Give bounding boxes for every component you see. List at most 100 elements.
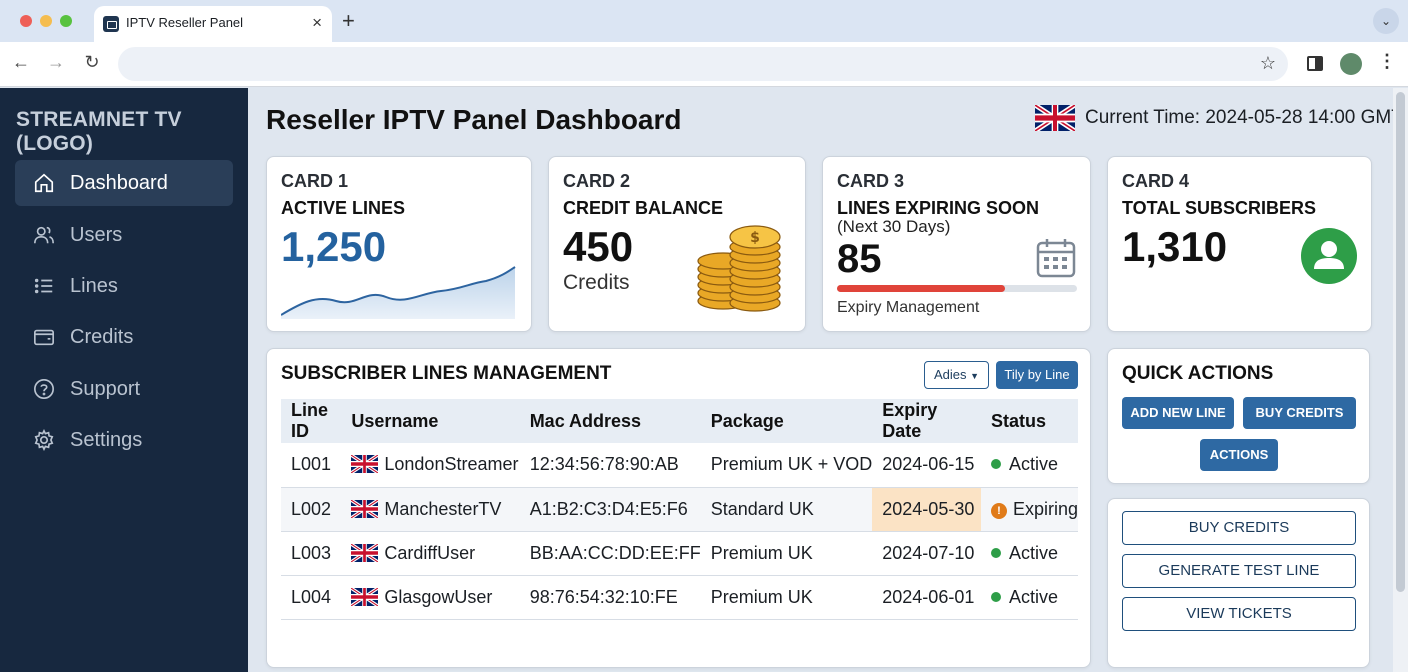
sidebar-item-support[interactable]: Support (15, 366, 233, 412)
filter-by-line-button[interactable]: Tily by Line (996, 361, 1078, 389)
profile-avatar[interactable] (1340, 53, 1362, 75)
filter-dropdown[interactable]: Adies ▼ (924, 361, 989, 389)
table-row[interactable]: L004 GlasgowUser 98:76:54:32:10:FE Premi… (281, 575, 1078, 620)
active-lines-value: 1,250 (281, 223, 387, 270)
page-scrollbar[interactable] (1393, 88, 1408, 672)
package: Premium UK (700, 531, 873, 576)
quick-actions-panel: QUICK ACTIONS ADD NEW LINE BUY CREDITS A… (1107, 348, 1370, 484)
sidebar-item-credits[interactable]: Credits (15, 314, 233, 360)
table-row[interactable]: L001 LondonStreamer 12:34:56:78:90:AB Pr… (281, 443, 1078, 488)
table-row[interactable]: L003 CardiffUser BB:AA:CC:DD:EE:FF Premi… (281, 531, 1078, 576)
column-header[interactable]: Line ID (281, 399, 342, 443)
new-tab-icon[interactable]: + (342, 8, 355, 33)
expiring-lines-value: 85 (837, 237, 882, 281)
card-title: LINES EXPIRING SOON (837, 198, 1040, 218)
view-tickets-button[interactable]: VIEW TICKETS (1122, 597, 1356, 631)
card-expiring-soon: CARD 3 LINES EXPIRING SOON (Next 30 Days… (822, 156, 1091, 332)
tab-title: IPTV Reseller Panel (126, 15, 244, 30)
secondary-actions-panel: BUY CREDITS GENERATE TEST LINE VIEW TICK… (1107, 498, 1370, 668)
side-panel-icon[interactable] (1307, 56, 1323, 71)
sidebar-item-label: Dashboard (70, 172, 168, 194)
uk-flag-icon (351, 455, 379, 474)
username: ManchesterTV (384, 498, 502, 519)
table-row[interactable]: L002 ManchesterTV A1:B2:C3:D4:E5:F6 Stan… (281, 487, 1078, 532)
scrollbar-thumb[interactable] (1396, 92, 1405, 592)
current-time: Current Time: 2024-05-28 14:00 GMT (1085, 107, 1403, 128)
coins-icon: $ (697, 225, 781, 312)
mac-address: A1:B2:C3:D4:E5:F6 (519, 487, 701, 532)
generate-test-line-button[interactable]: GENERATE TEST LINE (1122, 554, 1356, 588)
column-header[interactable]: Username (341, 399, 520, 443)
sidebar-item-settings[interactable]: Settings (15, 417, 233, 463)
package: Standard UK (700, 487, 873, 532)
tv-icon (103, 16, 119, 32)
sidebar-item-users[interactable]: Users (15, 212, 233, 258)
reload-icon[interactable]: ↻ (84, 52, 100, 72)
help-icon (34, 379, 54, 399)
page-title: Reseller IPTV Panel Dashboard (266, 104, 682, 135)
add-new-line-button[interactable]: ADD NEW LINE (1122, 397, 1234, 429)
status-dot-icon (990, 591, 1001, 602)
buy-credits-outline-button[interactable]: BUY CREDITS (1122, 511, 1356, 545)
subscriber-lines-panel: SUBSCRIBER LINES MANAGEMENT Adies ▼ Tily… (266, 348, 1091, 668)
tab-search-icon[interactable]: ⌄ (1373, 8, 1399, 34)
card-kicker: CARD 1 (281, 171, 349, 191)
column-header[interactable]: Status (980, 399, 1078, 443)
status-cell: Active (980, 443, 1078, 488)
trend-sparkline (281, 266, 516, 319)
expiry-date: 2024-07-10 (872, 531, 981, 576)
expiry-date: 2024-05-30 (872, 487, 981, 532)
uk-flag-icon (1035, 105, 1075, 131)
browser-menu-icon[interactable]: ⋮ (1378, 51, 1396, 71)
gear-icon (34, 429, 54, 451)
user-avatar-icon (1301, 228, 1357, 284)
status-badge: Expiring (1012, 498, 1078, 519)
brand-logo: STREAMNET TV (LOGO) (16, 108, 182, 155)
column-header[interactable]: Package (700, 399, 873, 443)
filter-dropdown-label: Adies (933, 367, 967, 382)
list-icon (34, 278, 53, 294)
username-cell: ManchesterTV (341, 487, 520, 532)
sidebar-item-label: Support (70, 378, 141, 400)
username: CardiffUser (384, 542, 476, 563)
bookmark-star-icon[interactable]: ☆ (1259, 53, 1276, 73)
card-active-lines: CARD 1 ACTIVE LINES 1,250 (266, 156, 532, 332)
username-cell: LondonStreamer (341, 443, 520, 488)
card-title: CREDIT BALANCE (563, 198, 723, 218)
close-window-icon[interactable] (20, 15, 32, 27)
expiry-date: 2024-06-15 (872, 443, 981, 488)
browser-toolbar: ← → ↻ ☆ ⋮ (0, 42, 1408, 87)
panel-title: QUICK ACTIONS (1122, 363, 1274, 384)
sidebar-item-lines[interactable]: Lines (15, 263, 233, 309)
card-kicker: CARD 3 (837, 171, 905, 191)
line-id: L003 (281, 531, 342, 576)
status-cell: Active (980, 575, 1078, 620)
column-header[interactable]: Mac Address (519, 399, 701, 443)
browser-tab[interactable]: IPTV Reseller Panel × (94, 6, 332, 42)
minimize-window-icon[interactable] (40, 15, 52, 27)
status-dot-icon (990, 547, 1001, 558)
buy-credits-button[interactable]: BUY CREDITS (1243, 397, 1356, 429)
maximize-window-icon[interactable] (60, 15, 72, 27)
username: GlasgowUser (384, 586, 493, 607)
column-header[interactable]: Expiry Date (872, 399, 981, 443)
back-icon[interactable]: ← (12, 52, 30, 72)
address-bar[interactable]: ☆ (118, 47, 1288, 81)
svg-text:$: $ (750, 230, 760, 246)
expiry-management-link[interactable]: Expiry Management (837, 299, 980, 316)
wallet-icon (34, 329, 54, 346)
close-tab-icon[interactable]: × (312, 13, 322, 32)
username: LondonStreamer (384, 454, 519, 475)
status-badge: Active (1008, 586, 1058, 607)
calendar-icon (1036, 239, 1076, 278)
line-id: L002 (281, 487, 342, 532)
status-badge: Active (1008, 542, 1058, 563)
sidebar-item-dashboard[interactable]: Dashboard (15, 160, 233, 206)
forward-icon[interactable]: → (47, 52, 65, 72)
package: Premium UK + VOD (700, 443, 873, 488)
panel-title: SUBSCRIBER LINES MANAGEMENT (281, 363, 612, 384)
actions-button[interactable]: ACTIONS (1200, 439, 1278, 471)
credit-balance-value: 450 (563, 223, 634, 270)
home-icon (34, 173, 54, 193)
card-credit-balance: CARD 2 CREDIT BALANCE 450 Credits $ (548, 156, 806, 332)
